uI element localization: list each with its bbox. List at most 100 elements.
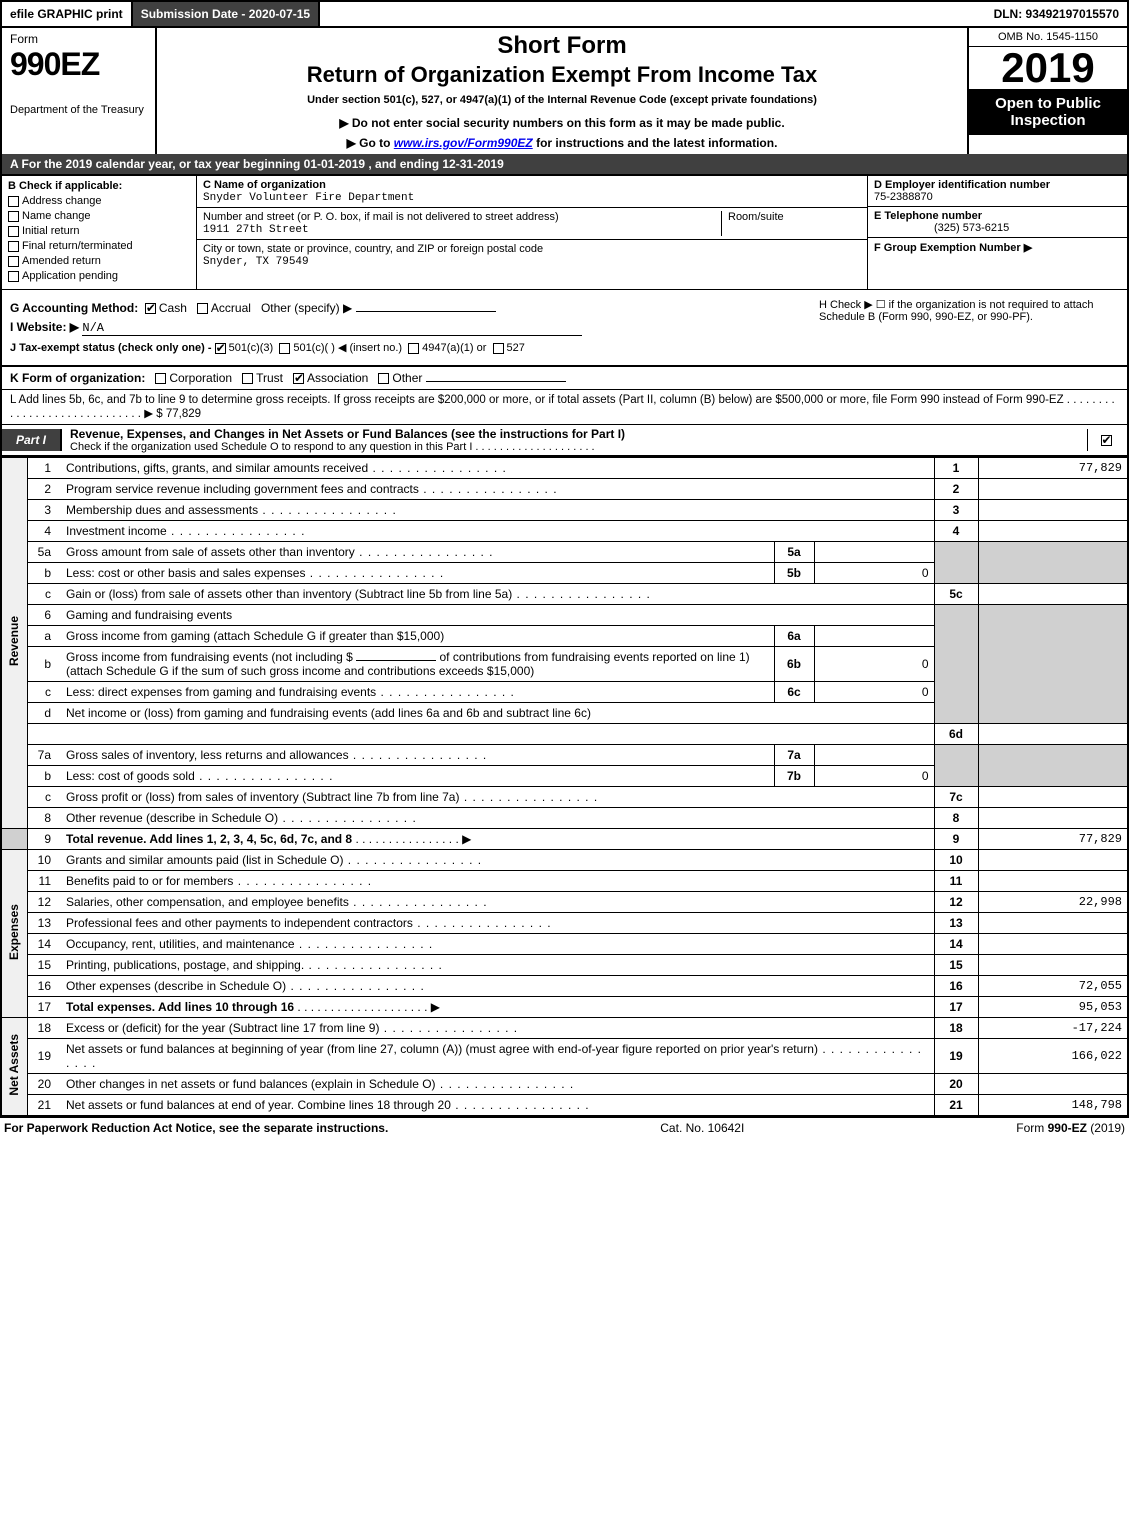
city-label: City or town, state or province, country… (203, 243, 543, 255)
i-label: I Website: ▶ (10, 320, 79, 334)
row-a-tax-year: A For the 2019 calendar year, or tax yea… (0, 154, 1129, 174)
line-6a-subamt (814, 626, 934, 647)
l-amount: 77,829 (166, 408, 201, 420)
line-21-amt: 148,798 (978, 1095, 1128, 1116)
part1-title: Revenue, Expenses, and Changes in Net As… (62, 425, 1087, 455)
c-label: C Name of organization (203, 179, 326, 191)
cb-address-change[interactable] (8, 196, 19, 207)
line-17-desc: Total expenses. Add lines 10 through 16 … (61, 997, 934, 1018)
goto-post: for instructions and the latest informat… (533, 136, 778, 150)
line-6b-subamt: 0 (814, 647, 934, 682)
cb-501c[interactable] (279, 343, 290, 354)
street-label: Number and street (or P. O. box, if mail… (203, 211, 559, 223)
line-5b-desc: Less: cost or other basis and sales expe… (61, 563, 774, 584)
form-word: Form (10, 32, 147, 46)
footer-right: Form 990-EZ (2019) (1016, 1121, 1125, 1135)
b-item-3: Final return/terminated (22, 240, 133, 252)
j-label: J Tax-exempt status (check only one) - (10, 342, 215, 354)
cb-final-return[interactable] (8, 241, 19, 252)
form-number: 990EZ (10, 48, 147, 80)
line-1-amt: 77,829 (978, 458, 1128, 479)
j-501c: 501(c)( ) ◀ (insert no.) (293, 342, 402, 354)
cb-other[interactable] (378, 373, 389, 384)
open-to-public: Open to Public Inspection (969, 89, 1127, 135)
part1-table: Revenue 1 Contributions, gifts, grants, … (0, 457, 1129, 1116)
line-19-amt: 166,022 (978, 1039, 1128, 1074)
dln-label: DLN: 93492197015570 (986, 2, 1127, 26)
line-16-desc: Other expenses (describe in Schedule O) (61, 976, 934, 997)
section-l: L Add lines 5b, 6c, and 7b to line 9 to … (0, 390, 1129, 424)
top-bar: efile GRAPHIC print Submission Date - 20… (0, 0, 1129, 28)
j-4947: 4947(a)(1) or (422, 342, 486, 354)
line-1-box: 1 (934, 458, 978, 479)
line-6d-amt (978, 724, 1128, 745)
line-6b-sub: 6b (774, 647, 814, 682)
section-b: B Check if applicable: Address change Na… (2, 176, 197, 289)
part1-tab: Part I (2, 429, 62, 451)
line-7b-subamt: 0 (814, 766, 934, 787)
g-accrual: Accrual (211, 301, 251, 315)
line-17-amt: 95,053 (978, 997, 1128, 1018)
return-title: Return of Organization Exempt From Incom… (165, 62, 959, 88)
cb-cash[interactable] (145, 303, 156, 314)
revenue-sidebar: Revenue (1, 458, 27, 829)
line-5a-desc: Gross amount from sale of assets other t… (61, 542, 774, 563)
section-ghij: H Check ▶ ☐ if the organization is not r… (0, 289, 1129, 367)
line-20-desc: Other changes in net assets or fund bala… (61, 1074, 934, 1095)
line-19-desc: Net assets or fund balances at beginning… (61, 1039, 934, 1074)
cb-application-pending[interactable] (8, 271, 19, 282)
g-other: Other (specify) ▶ (261, 301, 352, 315)
header-left: Form 990EZ Department of the Treasury (2, 28, 157, 154)
line-15-desc: Printing, publications, postage, and shi… (61, 955, 934, 976)
line-6a-sub: 6a (774, 626, 814, 647)
b-item-1: Name change (22, 210, 91, 222)
under-section: Under section 501(c), 527, or 4947(a)(1)… (165, 94, 959, 106)
line-10-desc: Grants and similar amounts paid (list in… (61, 850, 934, 871)
line-5c-desc: Gain or (loss) from sale of assets other… (61, 584, 934, 605)
cb-501c3[interactable] (215, 343, 226, 354)
do-not-enter: ▶ Do not enter social security numbers o… (165, 116, 959, 130)
topbar-spacer (320, 2, 985, 26)
line-9-amt: 77,829 (978, 829, 1128, 850)
k-trust: Trust (256, 371, 283, 385)
cb-corp[interactable] (155, 373, 166, 384)
line-3-desc: Membership dues and assessments (61, 500, 934, 521)
line-7c-desc: Gross profit or (loss) from sales of inv… (61, 787, 934, 808)
cb-4947[interactable] (408, 343, 419, 354)
j-501c3: 501(c)(3) (229, 342, 274, 354)
line-12-desc: Salaries, other compensation, and employ… (61, 892, 934, 913)
b-item-5: Application pending (22, 270, 118, 282)
line-6c-sub: 6c (774, 682, 814, 703)
cb-assoc[interactable] (293, 373, 304, 384)
cb-527[interactable] (493, 343, 504, 354)
line-6b-desc: Gross income from fundraising events (no… (61, 647, 774, 682)
cb-initial-return[interactable] (8, 226, 19, 237)
line-18-desc: Excess or (deficit) for the year (Subtra… (61, 1018, 934, 1039)
cb-name-change[interactable] (8, 211, 19, 222)
goto-link[interactable]: www.irs.gov/Form990EZ (394, 136, 533, 150)
room-suite: Room/suite (721, 211, 861, 236)
section-k: K Form of organization: Corporation Trus… (0, 367, 1129, 390)
b-item-2: Initial return (22, 225, 79, 237)
cb-trust[interactable] (242, 373, 253, 384)
street-value: 1911 27th Street (203, 224, 309, 236)
footer-left: For Paperwork Reduction Act Notice, see … (4, 1121, 388, 1135)
cb-amended-return[interactable] (8, 256, 19, 267)
section-c: C Name of organization Snyder Volunteer … (197, 176, 867, 289)
form-header: Form 990EZ Department of the Treasury Sh… (0, 28, 1129, 154)
line-10-amt (978, 850, 1128, 871)
line-6a-desc: Gross income from gaming (attach Schedul… (61, 626, 774, 647)
header-right: OMB No. 1545-1150 2019 Open to Public In… (967, 28, 1127, 154)
efile-label[interactable]: efile GRAPHIC print (2, 2, 133, 26)
line-7b-sub: 7b (774, 766, 814, 787)
part1-checkbox[interactable] (1087, 429, 1127, 451)
line-8-desc: Other revenue (describe in Schedule O) (61, 808, 934, 829)
goto-line: ▶ Go to www.irs.gov/Form990EZ for instru… (165, 136, 959, 150)
line-7a-subamt (814, 745, 934, 766)
cb-accrual[interactable] (197, 303, 208, 314)
section-h: H Check ▶ ☐ if the organization is not r… (819, 298, 1119, 323)
line-2-desc: Program service revenue including govern… (61, 479, 934, 500)
line-5c-amt (978, 584, 1128, 605)
line-12-amt: 22,998 (978, 892, 1128, 913)
d-label: D Employer identification number (874, 179, 1050, 191)
